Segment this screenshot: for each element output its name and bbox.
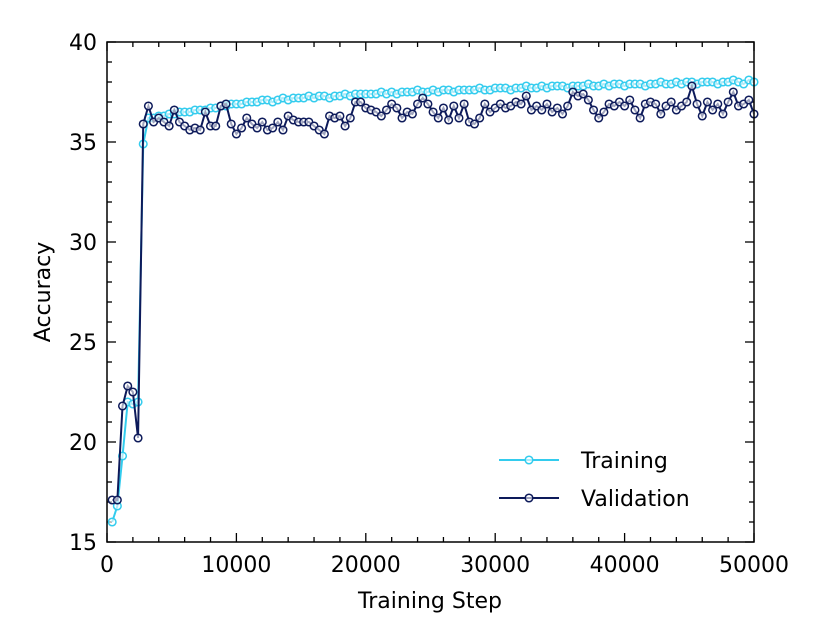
point-marker [475,113,485,123]
point-marker [231,129,241,139]
point-marker [428,107,438,117]
point-marker [128,387,138,397]
point-marker [226,119,236,129]
point-marker [692,99,702,109]
point-marker [138,119,148,129]
point-marker [552,103,562,113]
point-marker [107,517,117,527]
x-tick-label: 50000 [719,553,789,578]
point-marker [594,113,604,123]
point-marker [469,119,480,129]
point-marker [273,117,283,127]
y-tick-label: 30 [69,231,97,256]
point-marker [744,95,754,105]
x-tick-label: 10000 [201,553,271,578]
x-axis-label: Training Step [357,589,502,614]
point-marker [257,117,267,127]
point-marker [392,103,402,113]
point-marker [143,101,153,111]
point-marker [656,109,666,119]
point-marker [708,105,718,115]
point-marker [345,113,355,123]
point-marker [335,111,345,121]
point-marker [237,123,247,133]
point-marker [252,123,262,133]
legend-marker [524,455,534,465]
point-marker [682,97,692,107]
legend-label: Validation [581,487,690,512]
point-marker [557,109,568,119]
point-marker [599,107,609,117]
x-tick-label: 20000 [331,553,401,578]
point-marker [278,125,288,135]
y-tick-label: 20 [69,431,97,456]
point-marker [444,115,454,125]
point-marker [480,99,490,109]
point-marker [588,105,599,115]
point-marker [133,433,143,443]
point-marker [195,125,205,135]
y-tick-label: 40 [69,31,97,56]
point-marker [666,97,676,107]
point-marker [625,95,635,105]
point-marker [583,95,593,105]
x-tick-label: 40000 [590,553,660,578]
point-marker [117,401,128,411]
point-marker [651,99,661,109]
y-tick-label: 25 [69,331,97,356]
point-marker [242,113,252,123]
point-marker [449,101,459,111]
point-marker [630,105,640,115]
point-marker [423,99,433,109]
point-marker [413,99,423,109]
point-marker [728,87,738,97]
point-marker [221,99,231,109]
point-marker [200,107,210,117]
point-marker [459,99,469,109]
point-marker [397,113,407,123]
point-marker [169,105,179,115]
point-marker [563,101,573,111]
point-marker [713,99,723,109]
point-marker [578,89,588,99]
point-marker [268,123,278,133]
point-marker [164,121,174,131]
point-marker [376,111,386,121]
y-tick-label: 35 [69,131,97,156]
point-marker [433,113,443,123]
point-marker [319,129,329,139]
point-marker [418,93,428,103]
point-marker [123,381,133,391]
y-axis-label: Accuracy [31,242,56,342]
point-marker [702,97,712,107]
point-marker [542,99,552,109]
point-marker [381,105,392,115]
plot-frame [106,41,755,543]
point-marker [454,113,464,123]
x-tick-label: 30000 [460,553,530,578]
point-marker [697,111,707,121]
point-marker [516,99,526,109]
point-marker [620,101,630,111]
point-marker [438,103,448,113]
point-marker [537,105,547,115]
point-marker [356,97,366,107]
y-tick-label: 15 [69,531,97,556]
legend-label: Training [580,449,668,474]
point-marker [718,109,728,119]
point-marker [723,97,733,107]
x-tick-label: 0 [100,553,114,578]
point-marker [340,121,350,131]
legend-marker [524,493,534,503]
point-marker [211,121,221,131]
point-marker [407,109,417,119]
series-line [112,82,755,501]
point-marker [687,81,697,91]
point-marker [112,495,122,505]
point-marker [521,91,531,101]
point-marker [635,113,645,123]
